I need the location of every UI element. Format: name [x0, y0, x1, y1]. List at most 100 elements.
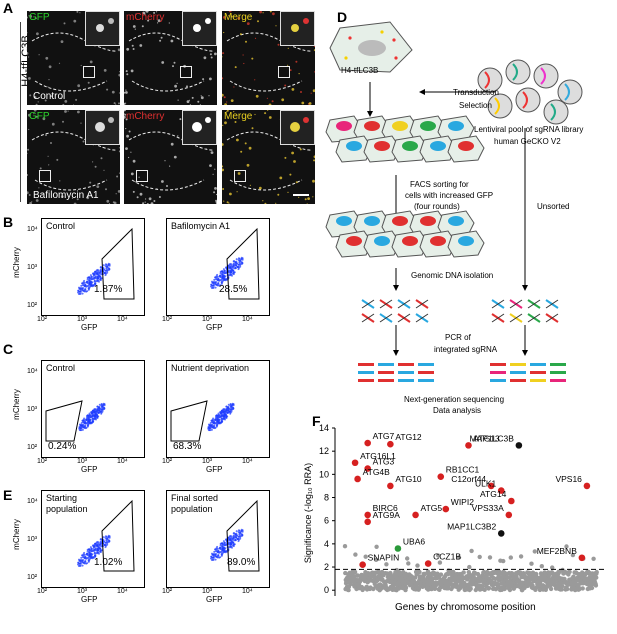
nucleus [420, 121, 436, 131]
chart-ylabel: Significance (-log₁₀ RRA) [303, 462, 313, 564]
y-tick: 10⁴ [27, 368, 38, 375]
flow-plot-title: Starting population [46, 493, 88, 514]
x-axis-label: GFP [206, 595, 223, 604]
gene-point [413, 575, 418, 580]
micrograph-mcherry-control: mCherry [124, 11, 217, 105]
gene-point [481, 569, 487, 575]
nucleus [364, 121, 380, 131]
y-tick-label: 14 [319, 423, 329, 433]
x-tick: 10² [162, 316, 173, 323]
dna-strand [415, 299, 429, 309]
y-tick-label: 6 [324, 516, 329, 526]
read-bar [378, 371, 394, 374]
read-bar [418, 363, 434, 366]
hit-point [351, 459, 359, 467]
gene-point [589, 585, 595, 591]
d-library: Lentiviral pool of sgRNA library [474, 125, 584, 134]
zoom-inset [280, 110, 315, 145]
x-tick: 10⁴ [242, 588, 253, 595]
x-axis-label: GFP [206, 323, 223, 332]
read-bar [398, 379, 414, 382]
x-tick: 10⁴ [117, 588, 128, 595]
gene-point [467, 564, 472, 570]
transduced-cells [325, 115, 485, 163]
hit-point [515, 442, 523, 449]
d-cell-label: H4-tfLC3B [341, 66, 379, 75]
read-bar [398, 371, 414, 374]
x-tick: 10² [37, 316, 48, 323]
panel-d-label: D [337, 9, 348, 25]
read-bar [490, 363, 506, 366]
dna-strand [491, 313, 505, 323]
y-tick-label: 2 [324, 562, 329, 572]
hit-point [465, 442, 472, 449]
gene-point [532, 549, 537, 554]
nucleus [346, 141, 362, 151]
gene-point [482, 587, 487, 592]
dna-strand [379, 299, 393, 309]
gene-point [567, 569, 572, 575]
hit-label: ATG5 [421, 503, 443, 513]
d-facs1: FACS sorting for [410, 180, 469, 189]
y-tick-label: 4 [324, 539, 329, 549]
hit-point [442, 505, 450, 513]
y-tick-label: 10 [319, 469, 329, 479]
y-tick: 10² [27, 574, 38, 581]
d-transduction: Transduction [453, 88, 499, 97]
hit-point [505, 511, 513, 519]
micrograph-merge-control: Merge [222, 11, 315, 105]
hit-label: VPS16 [555, 474, 582, 484]
d-pcr2: integrated sgRNA [434, 345, 498, 354]
flow-plot-title: Control [46, 363, 76, 373]
y-axis-label: mCherry [11, 389, 21, 420]
gene-point [570, 552, 576, 558]
gene-point [438, 572, 444, 577]
d-facs3: (four rounds) [414, 202, 460, 211]
gene-point [594, 575, 599, 580]
gate-percentage: 89.0% [227, 557, 256, 568]
gene-point [502, 586, 507, 592]
gene-point [384, 562, 389, 567]
gene-point [550, 565, 555, 570]
hit-label: UBA6 [403, 536, 425, 546]
dna-strand [397, 313, 411, 323]
hit-point [364, 439, 371, 447]
flow-plot: Nutrient deprivation 68.3% [166, 360, 270, 458]
sorted-reads [358, 363, 434, 382]
hit-label: ULK1 [475, 479, 497, 489]
hit-point [354, 475, 361, 483]
row-bracket [20, 22, 21, 202]
gene-point [564, 544, 569, 549]
dna-strand [415, 313, 429, 323]
channel-label: mCherry [126, 111, 165, 122]
read-bar [490, 379, 506, 382]
nucleus [448, 216, 464, 226]
hit-point [583, 482, 591, 490]
gene-point [539, 564, 544, 569]
read-bar [530, 371, 546, 374]
gene-point [405, 556, 410, 561]
read-bar [550, 379, 566, 382]
flow-plot-title: Bafilomycin A1 [171, 221, 231, 231]
gene-point [501, 558, 506, 564]
nucleus [346, 236, 362, 246]
gene-point [591, 556, 596, 561]
flow-plot: Control 1.87% [41, 218, 145, 316]
x-tick: 10² [37, 458, 48, 465]
roi-box [83, 66, 95, 78]
hit-point [387, 440, 394, 448]
y-tick: 10³ [27, 406, 38, 413]
x-tick: 10² [37, 588, 48, 595]
x-tick: 10⁴ [117, 458, 128, 465]
gene-point [406, 561, 411, 566]
roi-box [180, 66, 192, 78]
read-bar [418, 379, 434, 382]
read-bar [418, 371, 434, 374]
read-bar [510, 379, 526, 382]
gene-point [480, 584, 485, 589]
zoom-inset [85, 110, 120, 145]
dna-strand [361, 313, 375, 323]
hit-label: BIRC6 [373, 503, 398, 513]
gate-percentage: 1.87% [94, 284, 123, 295]
panel-b-label: B [3, 214, 14, 230]
